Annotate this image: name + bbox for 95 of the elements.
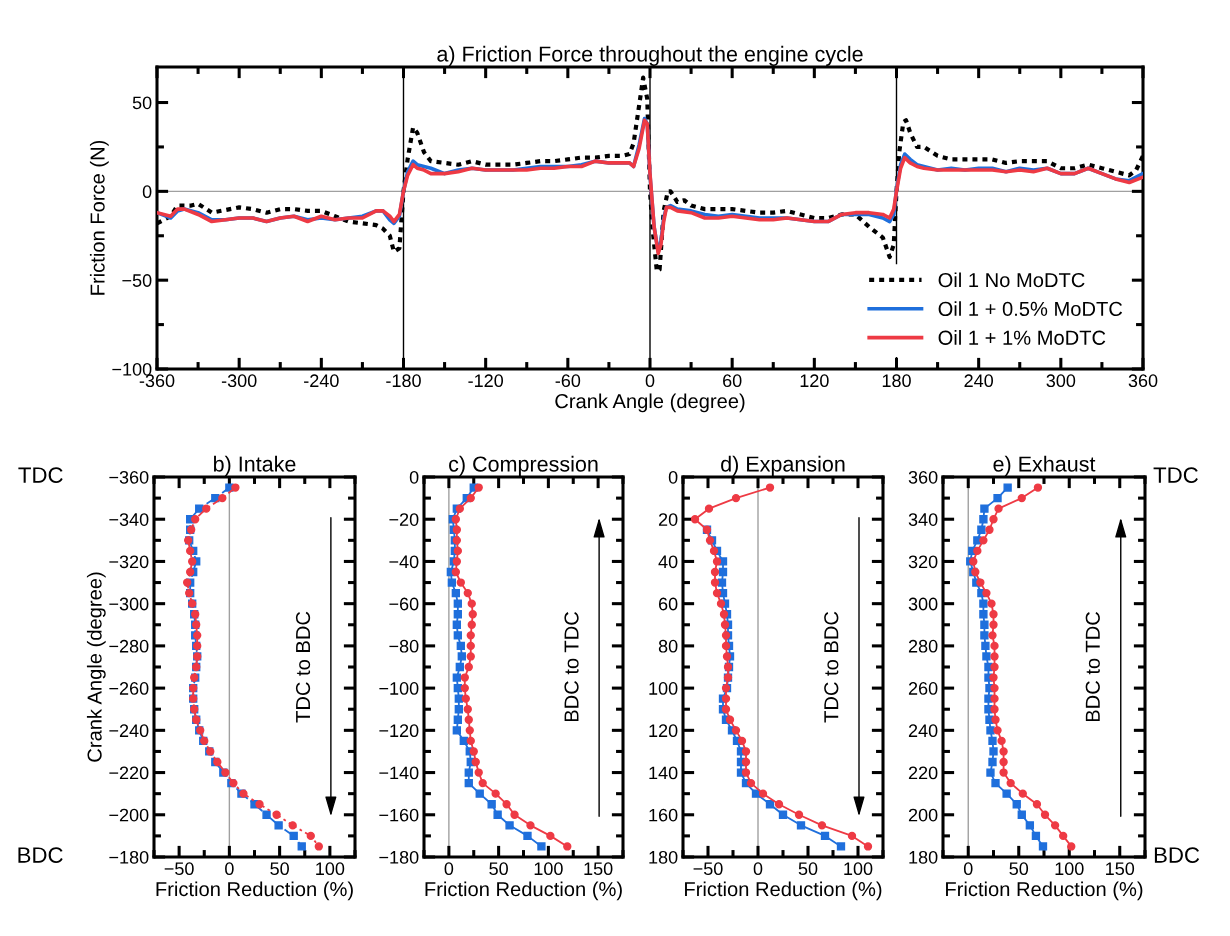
y-tick-label: −20: [389, 513, 419, 526]
y-tick-label: 280: [908, 639, 938, 653]
y-tick-label: −300: [109, 597, 149, 611]
y-tick-label: −240: [109, 724, 149, 738]
annotation: TDC to BDC: [295, 611, 311, 723]
y-tick-label: −360: [109, 470, 149, 484]
annotation: TDC to BDC: [824, 611, 839, 723]
x-axis-title: Friction Reduction (%): [946, 881, 1143, 901]
y-tick-label: 180: [649, 850, 678, 864]
y-tick-label: −200: [109, 808, 149, 822]
x-tick-label: 0: [444, 862, 454, 876]
legend-label: Oil 1 + 1% MoDTC: [938, 330, 1106, 345]
x-tick-label: 150: [584, 862, 613, 876]
x-axis-title: Friction Reduction (%): [685, 881, 882, 901]
text: TDC: [1153, 467, 1198, 483]
y-tick-label: −180: [109, 850, 149, 864]
x-tick-label: 120: [800, 374, 829, 388]
chart-title: d) Expansion: [721, 455, 845, 476]
x-tick-label: 240: [964, 374, 994, 388]
y-axis-title: Friction Force (N): [89, 140, 109, 295]
y-tick-label: −160: [379, 808, 419, 822]
y-tick-label: −260: [109, 682, 149, 695]
x-tick-label: 50: [798, 862, 818, 876]
y-tick-label: −50: [122, 274, 152, 287]
y-tick-label: 200: [908, 808, 938, 822]
x-axis-title: Friction Reduction (%): [156, 881, 353, 901]
x-tick-label: -60: [555, 374, 581, 388]
y-tick-label: 60: [658, 597, 678, 611]
x-tick-label: 0: [753, 862, 763, 876]
x-tick-label: -180: [386, 374, 421, 388]
y-tick-label: 40: [658, 555, 678, 569]
y-tick-label: 320: [908, 555, 938, 569]
chart-title: e) Exhaust: [993, 455, 1096, 476]
x-tick-label: -360: [139, 374, 175, 388]
y-axis-title: Crank Angle (degree): [86, 572, 106, 762]
y-tick-label: −180: [379, 850, 419, 864]
y-tick-label: 340: [908, 513, 938, 526]
x-tick-label: 100: [1055, 862, 1084, 876]
annotation: BDC to TDC: [564, 612, 579, 722]
x-tick-label: -300: [221, 374, 257, 388]
y-tick-label: −220: [109, 766, 149, 780]
y-tick-label: −80: [389, 639, 419, 653]
x-tick-label: 150: [1106, 862, 1135, 876]
y-tick-label: 300: [908, 597, 938, 611]
x-axis-title: Friction Reduction (%): [425, 881, 622, 901]
y-tick-label: 260: [908, 682, 938, 695]
y-tick-label: −100: [112, 362, 152, 376]
x-tick-label: −50: [164, 862, 194, 876]
y-tick-label: 240: [908, 724, 938, 738]
y-tick-label: −340: [109, 513, 149, 526]
x-tick-label: 50: [1009, 862, 1029, 876]
y-tick-label: −100: [379, 682, 419, 695]
x-tick-label: 360: [1128, 374, 1158, 388]
x-tick-label: -240: [304, 374, 339, 388]
x-tick-label: 50: [489, 862, 508, 876]
y-tick-label: 0: [142, 185, 152, 199]
y-tick-label: −60: [389, 597, 419, 611]
annotation: BDC to TDC: [1085, 612, 1100, 722]
x-tick-label: 60: [723, 374, 742, 388]
x-axis-title: Crank Angle (degree): [555, 393, 745, 413]
x-tick-label: −50: [693, 862, 723, 876]
y-tick-label: 120: [649, 724, 678, 738]
x-tick-label: 50: [270, 862, 289, 876]
y-tick-label: 180: [909, 850, 938, 864]
x-tick-label: 0: [963, 862, 973, 876]
legend-label: Oil 1 + 0.5% MoDTC: [938, 301, 1123, 317]
text: BDC: [1154, 847, 1200, 863]
x-tick-label: 100: [316, 862, 345, 876]
chart-title: b) Intake: [214, 455, 296, 476]
chart-title: a) Friction Force throughout the engine cycle: [437, 45, 863, 66]
legend-label: Oil 1 No MoDTC: [938, 272, 1085, 288]
y-tick-label: 140: [649, 766, 678, 780]
text: BDC: [18, 847, 63, 863]
x-tick-label: 100: [844, 862, 873, 876]
y-tick-label: 160: [649, 808, 678, 822]
y-tick-label: −280: [109, 639, 149, 653]
y-tick-label: 0: [668, 470, 678, 484]
y-tick-label: −40: [389, 555, 419, 569]
x-tick-label: 180: [882, 374, 911, 388]
x-tick-label: 0: [225, 862, 234, 876]
y-tick-label: −120: [379, 724, 419, 738]
text: TDC: [18, 467, 63, 483]
y-tick-label: 20: [658, 513, 678, 526]
x-tick-label: 100: [534, 862, 563, 876]
y-tick-label: −140: [379, 766, 419, 780]
y-tick-label: −320: [109, 555, 149, 569]
x-tick-label: -120: [468, 374, 504, 388]
y-tick-label: 50: [132, 96, 152, 110]
y-tick-label: 80: [658, 639, 678, 653]
y-tick-label: 100: [649, 682, 678, 695]
y-tick-label: 0: [409, 470, 419, 484]
y-tick-label: 220: [908, 766, 938, 780]
x-tick-label: 300: [1046, 374, 1076, 388]
y-tick-label: 360: [908, 470, 938, 484]
chart-title: c) Compression: [449, 455, 598, 476]
